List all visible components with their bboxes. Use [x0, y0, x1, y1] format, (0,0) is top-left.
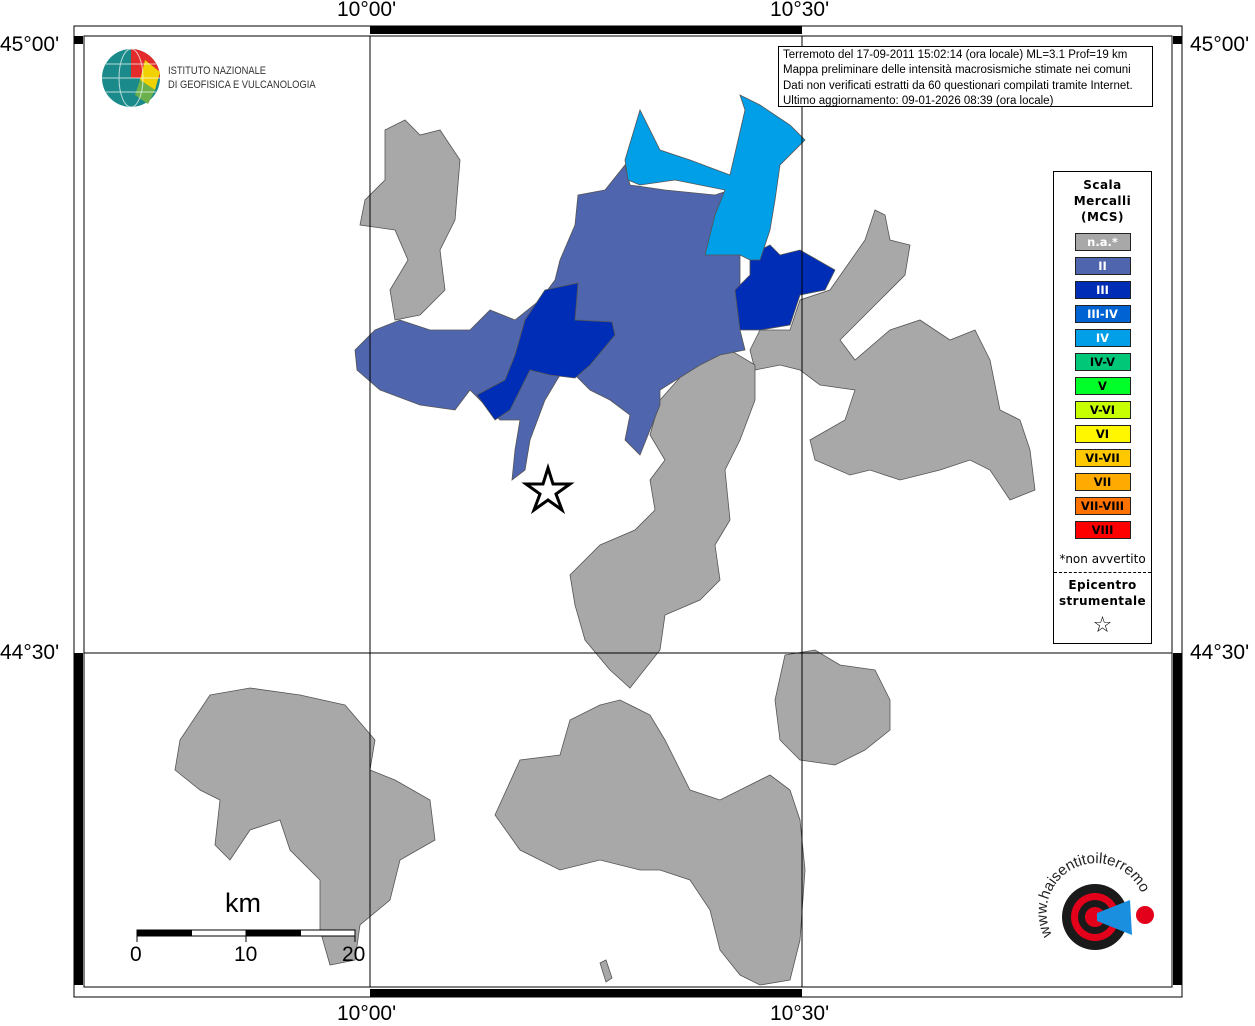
municipality-na: [494, 699, 806, 986]
frame-bar-bottom: [370, 989, 802, 997]
epicenter-star-icon: [521, 462, 575, 515]
scale-label-20: 20: [342, 943, 366, 966]
municipality-na: [569, 349, 756, 689]
frame-bar-left: [74, 653, 83, 985]
mercalli-legend: Scala Mercalli (MCS) n.a.* II III III-IV IV I…: [1053, 171, 1152, 644]
municipality-IV: [624, 94, 806, 261]
legend-swatch: III-IV: [1074, 305, 1131, 323]
legend-swatch: IV-V: [1074, 353, 1131, 371]
municipality-III: [476, 282, 616, 421]
legend-swatch: IV: [1074, 329, 1131, 347]
lat-label-right-1: 45°00': [1190, 33, 1250, 56]
institute-name: ISTITUTO NAZIONALE DI GEOFISICA E VULCAN…: [168, 65, 316, 91]
lat-label-left-1: 45°00': [0, 33, 60, 56]
scale-label-0: 0: [130, 943, 142, 966]
epicenter-legend-star-icon: ☆: [1092, 613, 1113, 638]
legend-note: *non avvertito: [1059, 552, 1146, 566]
lon-label-bottom-1: 10°00': [337, 1002, 397, 1025]
legend-swatch: V-VI: [1074, 401, 1131, 419]
legend-title: Scala Mercalli (MCS): [1073, 178, 1132, 224]
municipality-na: [359, 119, 461, 321]
legend-swatch: V: [1074, 377, 1131, 395]
scale-bar: [136, 929, 356, 942]
earthquake-info-box: Terremoto del 17-09-2011 15:02:14 (ora l…: [778, 46, 1153, 107]
legend-swatch: III: [1074, 281, 1131, 299]
scale-unit: km: [225, 888, 261, 918]
scale-label-10: 10: [234, 943, 258, 966]
frame-bar-right: [1173, 653, 1182, 985]
legend-swatch: VII-VIII: [1074, 497, 1131, 515]
legend-divider: [1054, 572, 1151, 573]
lat-label-right-2: 44°30': [1190, 641, 1250, 664]
lon-label-top-2: 10°30': [770, 0, 830, 21]
legend-swatch: II: [1074, 257, 1131, 275]
frame-bar-top: [370, 26, 802, 34]
legend-swatch: VIII: [1074, 521, 1131, 539]
legend-swatch: VI: [1074, 425, 1131, 443]
municipality-na: [774, 649, 891, 766]
municipality-III: [734, 244, 836, 331]
epicenter-label: Epicentro strumentale: [1058, 578, 1146, 608]
municipality-na: [749, 209, 1036, 501]
legend-swatch: n.a.*: [1074, 233, 1131, 251]
lat-label-left-2: 44°30': [0, 641, 60, 664]
legend-swatch: VI-VII: [1074, 449, 1131, 467]
legend-swatch: VII: [1074, 473, 1131, 491]
lon-label-bottom-2: 10°30': [770, 1002, 830, 1025]
ingv-logo-icon: [102, 48, 160, 108]
lon-label-top-1: 10°00': [337, 0, 397, 21]
